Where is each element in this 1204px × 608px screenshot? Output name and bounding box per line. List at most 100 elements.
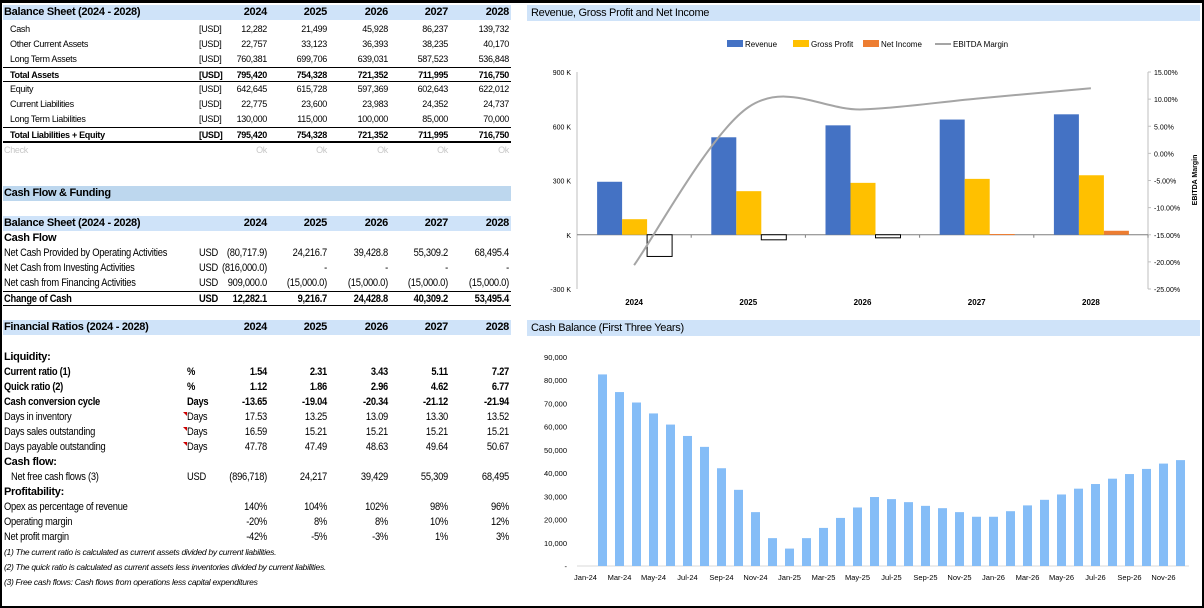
bar-cash-balance: [700, 446, 709, 566]
value-cell: 53,495.4: [474, 293, 510, 305]
value-cell: -: [445, 262, 448, 274]
value-cell: 13.52: [486, 411, 509, 423]
bar-cash-balance: [751, 512, 760, 566]
value-cell: 13.25: [304, 411, 327, 423]
value-cell: Ok: [377, 145, 388, 155]
ratio-row: Current ratio (1)% 1.54 2.31 3.43 5.11 7.27: [3, 365, 511, 380]
value-cell: 795,420: [236, 70, 268, 80]
value-cell: -: [506, 262, 509, 274]
bar-cash-balance: [921, 505, 930, 566]
value-cell: 10%: [430, 516, 448, 528]
value-cell: 48.63: [365, 441, 388, 453]
legend-label: Gross Profit: [811, 40, 854, 49]
y2-tick-label: -10.00%: [1154, 206, 1180, 213]
bar-cash-balance: [615, 392, 624, 566]
group-heading: Cash flow:: [4, 456, 57, 468]
value-cell: 1.54: [249, 366, 267, 378]
unit-label: USD: [187, 471, 206, 483]
row-label: Net profit margin: [4, 531, 69, 543]
year-header: 2027: [424, 217, 449, 229]
x-tick-label: Jul-24: [677, 573, 697, 582]
ratio-row: Operating margin -20% 8% 8% 10% 12%: [3, 515, 511, 530]
y-tick-label: -: [565, 562, 568, 571]
balance-sheet-row: Long Term Liabilities [USD] 130,000 115,000…: [3, 112, 511, 127]
footnote-text: (1) The current ratio is calculated as c…: [4, 547, 277, 557]
y-tick-label: 80,000: [544, 376, 567, 385]
x-tick-label: Mar-26: [1016, 573, 1040, 582]
balance-sheet-row: Check Ok Ok Ok Ok Ok: [3, 142, 511, 157]
row-label: Other Current Assets: [10, 39, 89, 49]
value-cell: 23,600: [301, 99, 327, 109]
bar-cash-balance: [632, 402, 641, 566]
value-cell: 754,328: [296, 130, 328, 140]
row-label: Current ratio (1): [4, 366, 71, 378]
value-cell: -: [385, 262, 388, 274]
unit-label: [USD]: [199, 114, 222, 124]
value-cell: 24,352: [422, 99, 448, 109]
x-tick-label: Sep-24: [709, 573, 733, 582]
year-header: 2024: [243, 217, 268, 229]
year-header: 2026: [364, 321, 389, 333]
legend-label: Net Income: [881, 40, 922, 49]
footnote: (1) The current ratio is calculated as c…: [3, 545, 511, 560]
x-tick-label: Nov-24: [743, 573, 767, 582]
value-cell: 21,499: [301, 24, 327, 34]
value-cell: 587,523: [417, 54, 449, 64]
value-cell: 12,282: [241, 24, 267, 34]
unit-label: Days: [187, 396, 209, 408]
bar-net-income: [760, 234, 787, 241]
y2-tick-label: -15.00%: [1154, 233, 1180, 240]
bar-cash-balance: [1006, 511, 1015, 566]
footnote-text: (2) The quick ratio is calculated as cur…: [4, 562, 326, 572]
value-cell: -: [324, 262, 327, 274]
balance-sheet-row: Total Assets [USD] 795,420 754,328 721,352 71…: [3, 67, 511, 82]
comment-flag-icon[interactable]: [183, 442, 187, 446]
value-cell: (15,000.0): [468, 277, 509, 289]
value-cell: 602,643: [417, 84, 449, 94]
y-tick-label: 10,000: [544, 539, 567, 548]
value-cell: 13.09: [365, 411, 388, 423]
value-cell: -19.04: [302, 396, 327, 408]
balance-sheet-row: Other Current Assets [USD] 22,757 33,123 36,…: [3, 37, 511, 52]
value-cell: 24,428.8: [353, 293, 389, 305]
bar-cash-balance: [1176, 460, 1185, 566]
value-cell: 55,309.2: [413, 247, 449, 259]
comment-flag-icon[interactable]: [183, 427, 187, 431]
bar-cash-balance: [938, 508, 947, 566]
row-label: Opex as percentage of revenue: [4, 501, 128, 513]
value-cell: Ok: [256, 145, 267, 155]
value-cell: 721,352: [357, 70, 389, 80]
value-cell: 39,428.8: [353, 247, 389, 259]
row-label: Long Term Assets: [10, 54, 77, 64]
y2-tick-label: -25.00%: [1154, 287, 1180, 294]
comment-flag-icon[interactable]: [183, 412, 187, 416]
subheading: Cash Flow: [4, 232, 57, 244]
value-cell: (896,718): [229, 471, 267, 483]
row-label: Equity: [10, 84, 34, 94]
value-cell: 70,000: [483, 114, 509, 124]
revenue-chart-title: Revenue, Gross Profit and Net Income: [527, 5, 1200, 21]
x-tick-label: Mar-25: [812, 573, 836, 582]
value-cell: 7.27: [491, 366, 509, 378]
x-tick-label: Jul-26: [1085, 573, 1105, 582]
line-ebitda-margin: [633, 87, 1091, 266]
unit-label: [USD]: [199, 84, 222, 94]
footnote-text: (3) Free cash flows: Cash flows from ope…: [4, 577, 258, 587]
year-header: 2028: [485, 321, 510, 333]
value-cell: 909,000.0: [227, 277, 268, 289]
y-tick-label: 40,000: [544, 469, 567, 478]
bar-revenue: [939, 119, 965, 235]
bar-net-income: [875, 234, 901, 239]
value-cell: 4.62: [430, 381, 448, 393]
x-tick-label: May-26: [1049, 573, 1074, 582]
x-tick-label: Jan-24: [574, 573, 597, 582]
value-cell: 2.96: [370, 381, 388, 393]
y-tick-label: 50,000: [544, 446, 567, 455]
value-cell: 6.77: [491, 381, 509, 393]
bar-revenue: [1053, 114, 1079, 235]
row-label: Days in inventory: [4, 411, 72, 423]
bar-net-income: [989, 234, 1015, 236]
legend-swatch-icon: [863, 40, 879, 47]
unit-label: %: [187, 381, 196, 393]
